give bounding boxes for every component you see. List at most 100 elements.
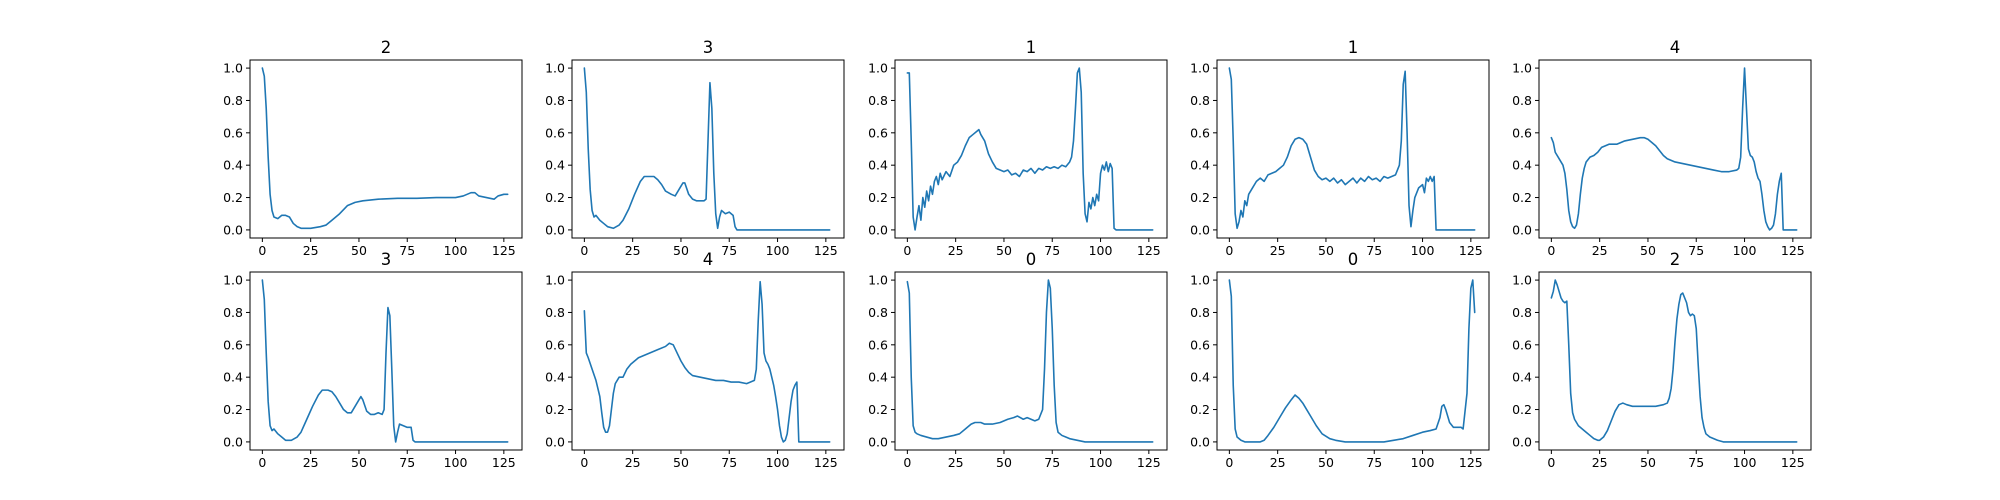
x-tick-label: 0	[1547, 243, 1555, 258]
y-tick-label: 0.0	[1190, 434, 1210, 449]
x-tick-label: 50	[673, 455, 689, 470]
series-line	[1550, 279, 1798, 443]
y-tick-label: 1.0	[1190, 61, 1210, 76]
x-tick-label: 50	[351, 455, 367, 470]
y-tick-label: 0.2	[223, 190, 243, 205]
y-tick-label: 0.0	[545, 222, 565, 237]
series-line	[583, 280, 831, 443]
y-tick-label: 0.4	[868, 158, 888, 173]
x-tick-label: 75	[1366, 243, 1382, 258]
y-tick-label: 1.0	[1512, 61, 1532, 76]
axes-frame	[249, 59, 523, 239]
axes-frame	[1538, 271, 1812, 451]
x-tick-label: 25	[303, 455, 319, 470]
axes-frame	[1216, 271, 1490, 451]
x-tick-label: 25	[303, 243, 319, 258]
x-tick-label: 50	[673, 243, 689, 258]
x-tick-label: 100	[444, 243, 468, 258]
y-tick-label: 0.6	[223, 337, 243, 352]
x-tick-label: 125	[814, 243, 838, 258]
y-tick-label: 1.0	[223, 273, 243, 288]
y-tick-label: 0.4	[545, 158, 565, 173]
subplot-title: 1	[1348, 38, 1359, 57]
y-tick-label: 0.2	[1190, 190, 1210, 205]
y-tick-label: 0.4	[1512, 370, 1532, 385]
x-tick-label: 0	[1225, 243, 1233, 258]
y-tick-label: 1.0	[868, 273, 888, 288]
y-tick-label: 0.4	[1512, 158, 1532, 173]
y-tick-label: 0.6	[223, 125, 243, 140]
x-tick-label: 0	[580, 243, 588, 258]
subplot-1: 2 0 25 50 75 100 125 0.0 0.2 0.4 0.6 0.8 1.0	[223, 38, 523, 258]
x-tick-label: 100	[766, 455, 790, 470]
x-tick-label: 0	[1225, 455, 1233, 470]
axes-frame	[571, 59, 845, 239]
y-tick-label: 0.6	[868, 337, 888, 352]
x-tick-label: 125	[1137, 243, 1161, 258]
y-tick-label: 0.8	[868, 305, 888, 320]
y-tick-label: 0.2	[223, 402, 243, 417]
x-tick-label: 0	[903, 243, 911, 258]
y-tick-label: 0.0	[868, 434, 888, 449]
x-tick-label: 75	[1366, 455, 1382, 470]
x-tick-label: 0	[258, 243, 266, 258]
x-tick-label: 50	[996, 455, 1012, 470]
x-tick-label: 25	[1592, 243, 1608, 258]
series-line	[261, 67, 509, 230]
x-tick-label: 100	[444, 455, 468, 470]
x-tick-label: 100	[1089, 455, 1113, 470]
x-tick-label: 75	[399, 243, 415, 258]
x-tick-label: 50	[996, 243, 1012, 258]
y-tick-label: 0.2	[545, 190, 565, 205]
subplot-7: 4 0 25 50 75 100 125 0.0 0.2 0.4 0.6 0.8 1.0	[545, 250, 845, 470]
y-tick-label: 1.0	[1512, 273, 1532, 288]
y-tick-label: 0.2	[1190, 402, 1210, 417]
x-tick-label: 125	[1781, 243, 1805, 258]
y-tick-label: 1.0	[223, 61, 243, 76]
axes-frame	[1538, 59, 1812, 239]
series-line	[1228, 279, 1476, 443]
x-tick-label: 125	[1459, 243, 1483, 258]
axes-frame	[1216, 59, 1490, 239]
x-tick-label: 25	[1592, 455, 1608, 470]
y-tick-label: 0.4	[223, 158, 243, 173]
y-tick-label: 0.6	[1512, 337, 1532, 352]
x-tick-label: 75	[721, 455, 737, 470]
x-tick-label: 75	[1044, 455, 1060, 470]
subplot-title: 0	[1348, 250, 1359, 269]
subplot-2: 3 0 25 50 75 100 125 0.0 0.2 0.4 0.6 0.8 1.0	[545, 38, 845, 258]
x-tick-label: 25	[625, 243, 641, 258]
y-tick-label: 1.0	[545, 273, 565, 288]
series-line	[906, 279, 1154, 443]
x-tick-label: 50	[1640, 243, 1656, 258]
x-tick-label: 50	[1318, 243, 1334, 258]
subplot-4: 1 0 25 50 75 100 125 0.0 0.2 0.4 0.6 0.8 1.0	[1190, 38, 1490, 258]
x-tick-label: 100	[766, 243, 790, 258]
axes-frame	[894, 59, 1168, 239]
subplot-10: 2 0 25 50 75 100 125 0.0 0.2 0.4 0.6 0.8 1.0	[1512, 250, 1812, 470]
x-tick-label: 0	[1547, 455, 1555, 470]
y-tick-label: 0.6	[545, 125, 565, 140]
x-tick-label: 50	[351, 243, 367, 258]
y-tick-label: 0.4	[1190, 158, 1210, 173]
subplot-title: 0	[1026, 250, 1037, 269]
x-tick-label: 125	[1781, 455, 1805, 470]
y-tick-label: 1.0	[545, 61, 565, 76]
y-tick-label: 0.4	[1190, 370, 1210, 385]
y-tick-label: 0.8	[868, 93, 888, 108]
y-tick-label: 0.4	[545, 370, 565, 385]
x-tick-label: 25	[1270, 455, 1286, 470]
axes-frame	[249, 271, 523, 451]
x-tick-label: 100	[1411, 243, 1435, 258]
subplot-title: 3	[703, 38, 714, 57]
y-tick-label: 0.8	[1512, 93, 1532, 108]
y-tick-label: 0.8	[1190, 305, 1210, 320]
y-tick-label: 0.8	[1512, 305, 1532, 320]
subplot-5: 4 0 25 50 75 100 125 0.0 0.2 0.4 0.6 0.8 1.0	[1512, 38, 1812, 258]
x-tick-label: 75	[399, 455, 415, 470]
x-tick-label: 50	[1640, 455, 1656, 470]
axes-frame	[571, 271, 845, 451]
x-tick-label: 125	[492, 455, 516, 470]
subplot-6: 3 0 25 50 75 100 125 0.0 0.2 0.4 0.6 0.8 1.0	[223, 250, 523, 470]
